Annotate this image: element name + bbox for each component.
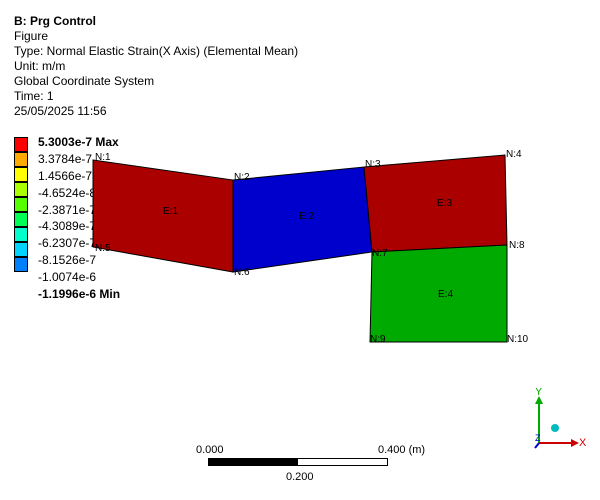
node-label-n2: N:2 [234,172,250,183]
element-label-e2: E:2 [299,211,314,222]
legend-swatch [14,227,28,242]
legend-labels: 5.3003e-7 Max 3.3784e-7 1.4566e-7 -4.652… [38,134,120,303]
element-label-e1: E:1 [163,206,178,217]
analysis-title: B: Prg Control [14,14,96,28]
result-date: 25/05/2025 11:56 [14,104,107,118]
legend-label: -4.6524e-8 [38,185,97,200]
element-e4[interactable] [369,244,508,343]
scale-bar-filled [209,459,298,465]
node-label-n1: N:1 [95,152,111,163]
legend-swatch [14,197,28,212]
node-label-n6: N:6 [234,267,250,278]
scale-end-label: 0.400 (m) [378,444,426,456]
z-axis-line [534,442,540,449]
y-axis-arrow-icon [535,396,543,404]
legend-swatch [14,242,28,257]
scale-ruler: 0.000 0.400 (m) 0.200 [190,442,430,487]
node-label-n7: N:7 [372,248,388,259]
node-label-n9: N:9 [370,334,386,345]
element-label-e4: E:4 [438,289,453,300]
legend-label: -1.0074e-6 [38,270,97,285]
legend-label: -4.3089e-7 [38,219,97,234]
node-label-n4: N:4 [506,149,522,160]
legend-label: -2.3871e-7 [38,202,97,217]
scale-mid-label: 0.200 [286,471,314,483]
element-e3[interactable] [363,154,508,253]
element-label-e3: E:3 [437,198,452,209]
legend-min-label: -1.1996e-6 Min [38,287,121,302]
result-info-panel: B: Prg Control Figure Type: Normal Elast… [14,14,298,119]
node-label-n5: N:5 [95,243,111,254]
node-label-n10: N:10 [507,334,529,345]
legend-label: 1.4566e-7 [38,168,93,183]
legend-color-bar [14,137,28,272]
legend-swatch [14,167,28,182]
scale-bar [208,458,388,466]
isometric-view-ball-icon[interactable] [551,424,559,432]
result-time: Time: 1 [14,89,54,103]
legend-swatch [14,137,28,152]
scale-start-label: 0.000 [196,444,224,456]
figure-label: Figure [14,29,49,43]
node-label-n3: N:3 [365,159,381,170]
legend-label: -8.1526e-7 [38,253,97,268]
result-type: Type: Normal Elastic Strain(X Axis) (Ele… [14,44,299,58]
axis-triad[interactable]: Y X Z [515,388,595,458]
legend-label: -6.2307e-7 [38,236,97,251]
legend-swatch [14,182,28,197]
legend-swatch [14,212,28,227]
legend-label: 3.3784e-7 [38,151,93,166]
y-axis-label: Y [535,388,543,398]
x-axis-label: X [579,437,587,449]
x-axis-arrow-icon [571,439,579,447]
legend-swatch [14,152,28,167]
legend-swatch [14,257,28,272]
result-unit: Unit: m/m [14,59,66,73]
legend-max-label: 5.3003e-7 Max [38,135,119,149]
z-axis-label: Z [535,433,541,443]
coordinate-system: Global Coordinate System [14,74,155,88]
node-label-n8: N:8 [509,240,525,251]
